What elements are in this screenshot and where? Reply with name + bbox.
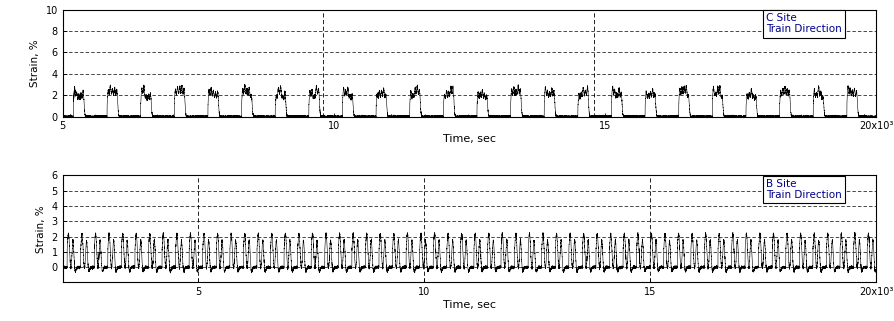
Text: C Site
Train Direction: C Site Train Direction bbox=[766, 13, 842, 34]
X-axis label: Time, sec: Time, sec bbox=[443, 300, 496, 310]
Y-axis label: Strain, %: Strain, % bbox=[36, 205, 46, 253]
Text: B Site
Train Direction: B Site Train Direction bbox=[766, 179, 842, 200]
Y-axis label: Strain, %: Strain, % bbox=[30, 39, 40, 87]
X-axis label: Time, sec: Time, sec bbox=[443, 134, 496, 144]
